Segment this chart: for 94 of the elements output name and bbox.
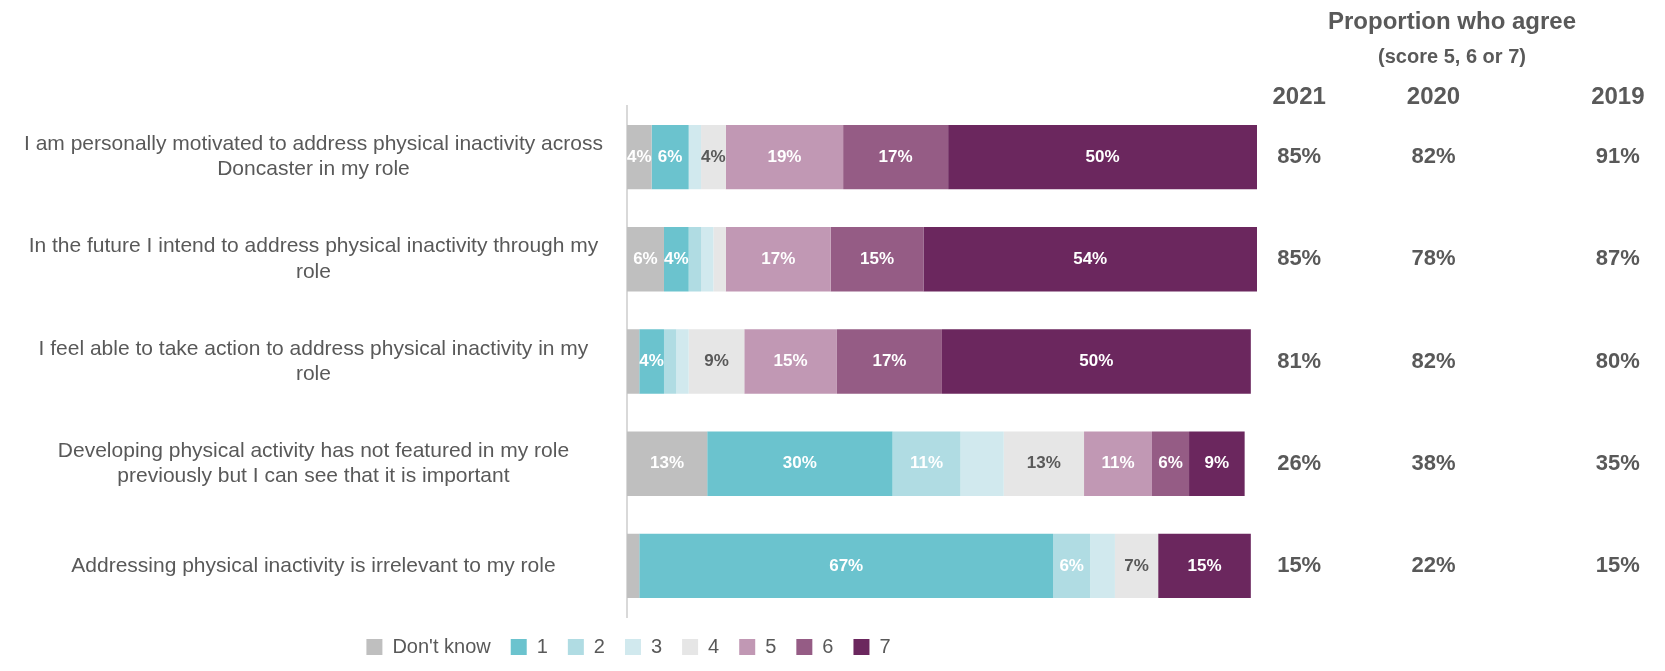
bar xyxy=(688,227,702,292)
data-label: 13% xyxy=(1026,453,1061,473)
legend-label: 7 xyxy=(879,634,891,657)
bar xyxy=(1158,533,1251,599)
bar xyxy=(676,329,689,394)
bar xyxy=(626,227,664,292)
bar xyxy=(663,329,677,394)
text: 82% xyxy=(1411,143,1456,169)
data-label: 67% xyxy=(829,555,864,575)
bar xyxy=(1090,533,1115,599)
text: 87% xyxy=(1595,245,1640,271)
data-label: 17% xyxy=(872,351,907,371)
data-label: 4% xyxy=(626,146,652,166)
data-label: 54% xyxy=(1073,248,1108,268)
bar xyxy=(892,431,961,496)
bar xyxy=(1151,431,1190,496)
bar xyxy=(725,124,844,190)
y-tick-label: Addressing physical inactivity is irrelevant to my role xyxy=(71,552,556,576)
data-label: 15% xyxy=(1187,555,1222,575)
data-label: 7% xyxy=(1124,555,1149,575)
y-tick-label: I feel able to take action to address physical inactivity in my role xyxy=(38,335,589,384)
data-label: 6% xyxy=(1059,555,1084,575)
bar xyxy=(1114,533,1159,599)
text: 85% xyxy=(1277,245,1322,271)
legend-label: 5 xyxy=(765,634,777,657)
data-label: 9% xyxy=(1204,453,1230,473)
bar xyxy=(923,227,1257,292)
bar xyxy=(707,431,893,496)
data-label: 19% xyxy=(767,146,802,166)
bar xyxy=(626,533,640,599)
data-label: 15% xyxy=(773,351,808,371)
text: 15% xyxy=(1595,551,1640,577)
bar xyxy=(688,329,745,394)
bar xyxy=(651,124,689,190)
bar xyxy=(1189,431,1245,496)
bar xyxy=(713,227,726,292)
text: 22% xyxy=(1411,551,1456,577)
data-label: 9% xyxy=(704,351,729,371)
bar xyxy=(1003,431,1085,496)
data-label: 11% xyxy=(909,453,944,473)
text: 35% xyxy=(1595,449,1640,475)
data-label: 11% xyxy=(1101,453,1135,473)
bar xyxy=(725,227,831,292)
bar xyxy=(1084,431,1152,496)
bar xyxy=(744,329,837,394)
data-label: 30% xyxy=(782,453,817,473)
bar xyxy=(830,227,924,292)
data-label: 4% xyxy=(639,351,664,371)
data-label: 6% xyxy=(657,146,683,166)
bar xyxy=(626,329,640,394)
bar xyxy=(639,329,664,394)
y-tick-label: I am personally motivated to address physical inactivity across Doncaster in my role xyxy=(24,131,603,180)
data-label: 50% xyxy=(1085,146,1120,166)
bar xyxy=(836,329,942,394)
text: 91% xyxy=(1595,143,1640,169)
text: Proportion who agree xyxy=(1327,6,1577,34)
data-label: 17% xyxy=(761,248,796,268)
text: (score 5, 6 or 7) xyxy=(1378,44,1526,67)
bar xyxy=(1053,533,1091,599)
category-label: 2021 xyxy=(1272,81,1326,109)
data-label: 13% xyxy=(650,453,685,473)
y-tick-label: In the future I intend to address physical inactivity through my role xyxy=(28,233,599,282)
text: 38% xyxy=(1411,449,1456,475)
data-label: 15% xyxy=(860,248,895,268)
legend-label: 4 xyxy=(708,634,720,657)
bar xyxy=(688,124,702,190)
legend-label: 6 xyxy=(822,634,834,657)
bar xyxy=(948,124,1257,190)
data-label: 6% xyxy=(633,248,658,268)
data-label: 6% xyxy=(1158,453,1183,473)
data-label: 50% xyxy=(1079,351,1114,371)
text: 80% xyxy=(1595,347,1640,373)
y-tick-label: Developing physical activity has not featured in my role previously but I can see that it is important xyxy=(57,437,570,487)
bar xyxy=(843,124,949,190)
legend-label: 1 xyxy=(536,634,548,657)
data-label: 4% xyxy=(701,146,726,166)
data-label: 4% xyxy=(664,248,689,268)
legend-label: 3 xyxy=(650,634,663,657)
legend-label: Don't know xyxy=(392,634,492,657)
data-label: 17% xyxy=(878,146,913,166)
category-label: 2020 xyxy=(1406,81,1461,109)
legend-label: 2 xyxy=(593,634,605,657)
bar xyxy=(639,533,1054,599)
text: 81% xyxy=(1277,347,1322,373)
text: 26% xyxy=(1277,449,1322,475)
bar xyxy=(701,227,714,292)
text: 78% xyxy=(1411,245,1456,271)
text: 82% xyxy=(1411,347,1456,373)
text: 85% xyxy=(1277,143,1322,169)
bar xyxy=(960,431,1004,496)
text: 15% xyxy=(1277,551,1322,577)
bar xyxy=(941,329,1251,394)
category-label: 2019 xyxy=(1591,81,1645,109)
bar xyxy=(626,431,708,496)
